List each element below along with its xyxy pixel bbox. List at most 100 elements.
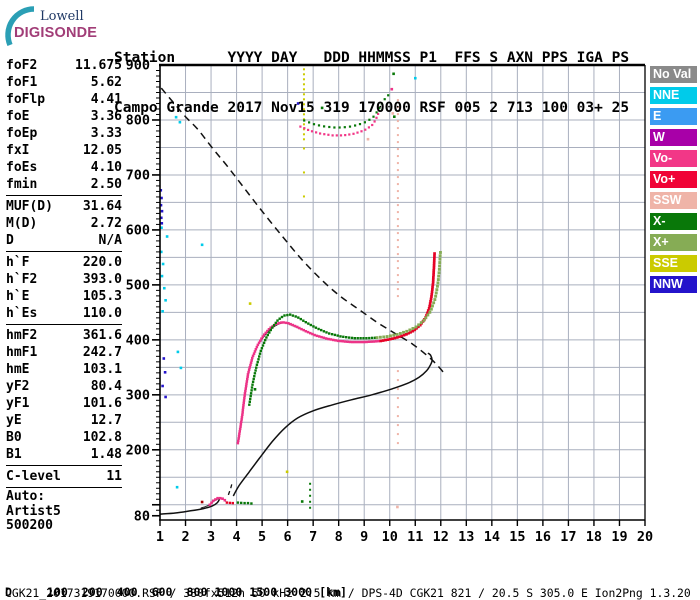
second-hop-pink	[327, 133, 330, 136]
f-trace-o-mode-pink	[311, 332, 314, 336]
param-row-M(D): M(D) 2.72	[6, 215, 122, 232]
es-trace-green	[236, 501, 240, 504]
param-value: N/A	[98, 233, 122, 248]
param-row-foEs: foEs 4.10	[6, 159, 122, 176]
second-hop-green	[383, 98, 386, 101]
f-trace-x-mode-darkgreen	[297, 316, 300, 319]
ssw-interference-upper	[396, 281, 399, 284]
f-trace-o-mode-pink	[238, 430, 241, 433]
es-trace-pink	[216, 496, 219, 500]
f-trace-x-mode-darkgreen	[299, 317, 302, 321]
f-trace-o-mode-red	[431, 283, 435, 286]
f-trace-o-mode-red	[427, 307, 431, 310]
f-trace-x-mode-darkgreen	[286, 313, 289, 317]
x-tick-label: 1	[156, 529, 164, 545]
scatter-echo	[164, 395, 167, 399]
f-trace-x-mode-lightgreen	[433, 298, 437, 301]
es-trace-red	[225, 501, 229, 504]
f-trace-o-mode-red	[432, 271, 435, 274]
f-trace-o-mode-pink	[239, 423, 243, 426]
f-trace-x-mode-lightgreen	[385, 335, 389, 338]
legend-item-SSW: SSW	[650, 192, 697, 209]
f-trace-x-mode-darkgreen	[257, 358, 260, 361]
ssw-interference-lower	[396, 388, 399, 391]
param-label: h`E	[6, 289, 30, 304]
param-label: h`F2	[6, 272, 38, 287]
second-hop-pink	[299, 125, 302, 128]
f-trace-o-mode-red	[429, 297, 433, 301]
param-value: 105.3	[82, 289, 122, 304]
f-trace-x-mode-lightgreen	[408, 328, 412, 332]
second-hop-green	[338, 126, 341, 129]
f-trace-o-mode-pink	[245, 382, 248, 386]
second-hop-green	[378, 107, 381, 110]
f-trace-o-mode-red	[388, 337, 392, 341]
scatter-echo	[391, 112, 395, 115]
y-tick-label: 900	[126, 58, 150, 74]
f-trace-o-mode-pink	[372, 340, 376, 343]
ssw-interference-upper	[396, 239, 399, 242]
f-trace-o-mode-pink	[320, 335, 323, 339]
second-hop-pink	[310, 130, 314, 133]
f-trace-o-mode-pink	[365, 340, 368, 344]
second-hop-green	[303, 119, 306, 122]
param-label: foEs	[6, 160, 38, 175]
separator-line	[6, 251, 122, 252]
ssw-interference-upper	[396, 197, 399, 200]
param-row-h`Es: h`Es 110.0	[6, 305, 122, 322]
param-row-foF2: foF2 11.675	[6, 57, 122, 74]
f-trace-o-mode-red	[428, 302, 432, 305]
f-trace-x-mode-lightgreen	[414, 325, 418, 329]
f-trace-x-mode-darkgreen	[307, 322, 310, 325]
sse-interference	[302, 138, 305, 141]
param-label: hmE	[6, 362, 30, 377]
f-trace-o-mode-pink	[324, 337, 328, 340]
f-trace-x-mode-lightgreen	[402, 330, 405, 334]
scatter-echo	[200, 243, 204, 247]
f-trace-o-mode-red	[417, 325, 420, 329]
param-label: yF2	[6, 379, 30, 394]
second-hop-green	[358, 123, 362, 126]
param-value: 4.41	[90, 92, 122, 107]
legend-item-X: X+	[650, 234, 697, 251]
legend-item-NNE: NNE	[650, 87, 697, 104]
f-trace-o-mode-pink	[332, 338, 335, 342]
scatter-echo	[320, 106, 324, 110]
f-trace-o-mode-pink	[249, 361, 253, 364]
param-value: 12.7	[90, 413, 122, 428]
second-hop-pink	[319, 132, 322, 135]
param-value: 3.36	[90, 109, 122, 124]
f-trace-o-mode-pink	[327, 337, 330, 341]
second-hop-pink	[352, 132, 355, 135]
scatter-echo	[160, 222, 164, 225]
f-trace-o-mode-pink	[261, 335, 264, 338]
f-trace-o-mode-pink	[242, 404, 245, 407]
f-trace-o-mode-pink	[255, 345, 259, 349]
param-label: C-level	[6, 469, 61, 484]
param-row-fmin: fmin 2.50	[6, 176, 122, 193]
x-tick-label: 4	[233, 529, 241, 545]
f-trace-x-mode-lightgreen	[375, 336, 379, 340]
second-hop-pink	[371, 123, 374, 127]
f-trace-x-mode-lightgreen	[436, 278, 440, 281]
param-row-C-level: C-level 11	[6, 468, 122, 485]
f-trace-x-mode-darkgreen	[259, 349, 262, 353]
f-trace-o-mode-red	[432, 259, 436, 263]
param-row-h`F2: h`F2 393.0	[6, 271, 122, 288]
f-trace-x-mode-darkgreen	[256, 360, 259, 364]
f-trace-x-mode-darkgreen	[302, 319, 305, 322]
f-trace-o-mode-pink	[240, 420, 243, 424]
f-trace-x-mode-darkgreen	[294, 315, 297, 318]
f-trace-x-mode-lightgreen	[417, 323, 421, 327]
f-trace-o-mode-pink	[351, 340, 354, 344]
y-tick-label: 600	[126, 222, 150, 238]
legend-item-Vo: Vo+	[650, 171, 697, 188]
param-value: 1.48	[90, 447, 122, 462]
f-trace-o-mode-pink	[252, 352, 256, 355]
f-trace-o-mode-pink	[289, 322, 292, 326]
scatter-echo	[296, 102, 300, 105]
scatter-echo	[160, 196, 163, 200]
f-trace-o-mode-pink	[243, 392, 247, 395]
y-tick-label: 800	[126, 112, 150, 128]
y-tick-label: 200	[126, 442, 150, 458]
